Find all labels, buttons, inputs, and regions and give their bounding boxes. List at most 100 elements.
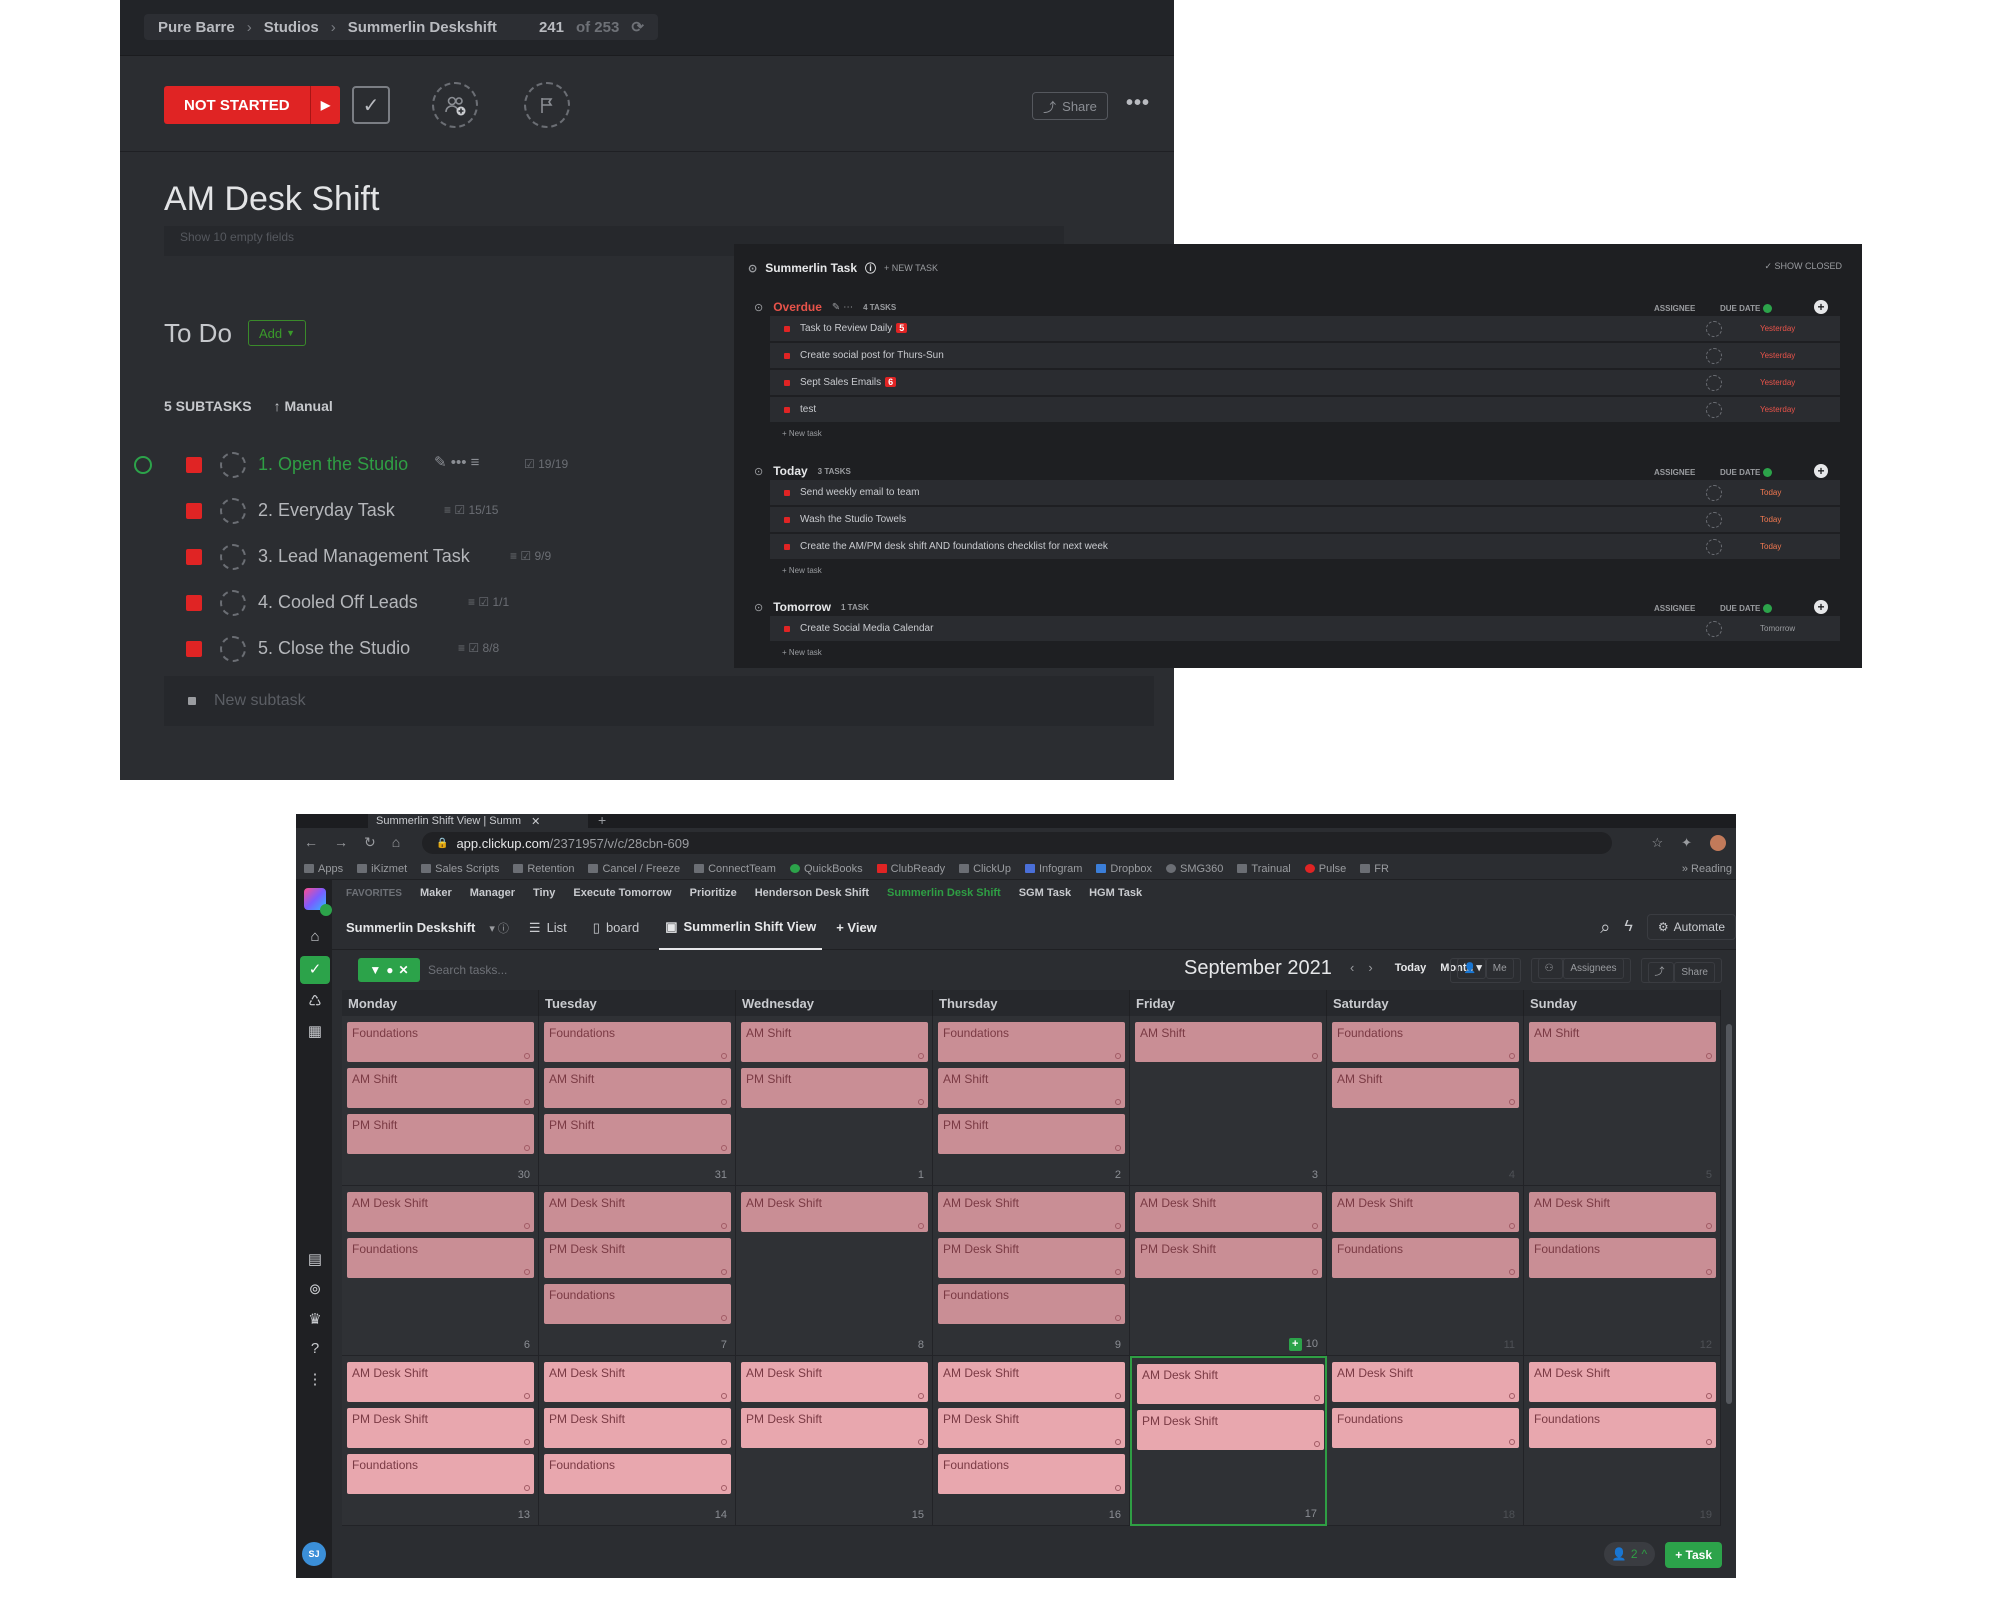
- due-date-column[interactable]: DUE DATE: [1720, 468, 1773, 478]
- favorite-item[interactable]: Manager: [469, 887, 515, 899]
- calendar-day-cell[interactable]: AM Desk Shift Foundations 18: [1327, 1356, 1524, 1526]
- assignee-avatar-icon[interactable]: [1706, 375, 1722, 391]
- calendar-event[interactable]: Foundations: [347, 1238, 534, 1278]
- status-square-icon[interactable]: [784, 407, 790, 413]
- calendar-event[interactable]: PM Desk Shift: [1137, 1410, 1324, 1450]
- calendar-day-cell[interactable]: AM Desk Shift Foundations 12: [1524, 1186, 1721, 1356]
- calendar-event[interactable]: AM Shift: [1529, 1022, 1716, 1062]
- calendar-day-cell[interactable]: AM Shift 3: [1130, 1016, 1327, 1186]
- due-date[interactable]: Yesterday: [1760, 351, 1796, 360]
- bookmark-item[interactable]: iKizmet: [357, 863, 407, 875]
- new-task-row[interactable]: + New task: [782, 648, 822, 657]
- new-subtask-input[interactable]: New subtask: [164, 676, 1154, 726]
- info-icon[interactable]: ⓘ: [865, 263, 877, 275]
- today-button[interactable]: Today: [1394, 961, 1427, 974]
- calendar-day-cell[interactable]: AM Desk Shift Foundations 6: [342, 1186, 539, 1356]
- assignee-column[interactable]: ASSIGNEE: [1654, 604, 1696, 613]
- share-button[interactable]: ⤴ Share: [1032, 92, 1108, 120]
- home-icon[interactable]: ⌂: [391, 834, 401, 850]
- bookmark-item[interactable]: Cancel / Freeze: [588, 863, 680, 875]
- due-date[interactable]: Today: [1760, 488, 1782, 497]
- calendar-event[interactable]: AM Shift: [741, 1022, 928, 1062]
- calendar-event[interactable]: AM Desk Shift: [741, 1192, 928, 1232]
- task-name[interactable]: Create the AM/PM desk shift AND foundati…: [800, 541, 1108, 552]
- status-square-icon[interactable]: [784, 544, 790, 550]
- subtask-name[interactable]: 2. Everyday Task: [258, 500, 395, 520]
- tab-list[interactable]: ☰ List: [523, 906, 573, 950]
- calendar-event[interactable]: PM Shift: [347, 1114, 534, 1154]
- bookmark-item[interactable]: ConnectTeam: [694, 863, 776, 875]
- help-icon[interactable]: ?: [310, 1340, 320, 1357]
- tab-board[interactable]: ▯ board: [587, 906, 645, 950]
- star-icon[interactable]: ☆: [1651, 835, 1664, 850]
- calendar-event[interactable]: Foundations: [938, 1022, 1125, 1062]
- task-row[interactable]: Create the AM/PM desk shift AND foundati…: [770, 534, 1840, 560]
- calendar-day-cell[interactable]: AM Desk Shift Foundations 19: [1524, 1356, 1721, 1526]
- calendar-event[interactable]: AM Desk Shift: [544, 1192, 731, 1232]
- breadcrumb-item[interactable]: Summerlin Deskshift: [347, 18, 497, 36]
- calendar-day-cell[interactable]: Foundations AM Shift 4: [1327, 1016, 1524, 1186]
- more-vertical-icon[interactable]: ⋮: [307, 1371, 323, 1388]
- clickup-logo[interactable]: [304, 888, 326, 910]
- calendar-event[interactable]: Foundations: [347, 1022, 534, 1062]
- task-name[interactable]: Create Social Media Calendar: [800, 623, 934, 634]
- status-square-icon[interactable]: [186, 457, 202, 473]
- assignee-column[interactable]: ASSIGNEE: [1654, 304, 1696, 313]
- assignees-filter[interactable]: ⚇ Assignees: [1530, 958, 1631, 983]
- notifications-icon[interactable]: ♺: [308, 993, 322, 1010]
- calendar-event[interactable]: PM Shift: [741, 1068, 928, 1108]
- new-task-row[interactable]: + New task: [782, 429, 822, 438]
- calendar-event[interactable]: AM Desk Shift: [347, 1192, 534, 1232]
- calendar-event[interactable]: PM Desk Shift: [1135, 1238, 1322, 1278]
- due-date[interactable]: Yesterday: [1760, 324, 1796, 333]
- tasks-icon[interactable]: ✓: [300, 956, 330, 984]
- calendar-event[interactable]: AM Desk Shift: [938, 1362, 1125, 1402]
- calendar-event[interactable]: AM Shift: [544, 1068, 731, 1108]
- users-pill[interactable]: 👤 2 ^: [1603, 1542, 1656, 1566]
- calendar-event[interactable]: PM Desk Shift: [938, 1408, 1125, 1448]
- calendar-day-cell[interactable]: AM Shift 5: [1524, 1016, 1721, 1186]
- new-task-button[interactable]: + NEW TASK: [884, 263, 938, 273]
- calendar-event[interactable]: AM Desk Shift: [938, 1192, 1125, 1232]
- calendar-event[interactable]: Foundations: [1332, 1238, 1519, 1278]
- subtask-name[interactable]: 4. Cooled Off Leads: [258, 592, 418, 612]
- favorite-item[interactable]: Maker: [419, 887, 452, 899]
- breadcrumb-item[interactable]: Studios: [263, 18, 319, 36]
- calendar-event[interactable]: PM Desk Shift: [741, 1408, 928, 1448]
- assignee-avatar-icon[interactable]: [220, 544, 246, 570]
- task-name[interactable]: Create social post for Thurs-Sun: [800, 350, 944, 361]
- assignee-avatar-icon[interactable]: [1706, 512, 1722, 528]
- assignee-avatar-icon[interactable]: [1706, 348, 1722, 364]
- status-square-icon[interactable]: [186, 641, 202, 657]
- calendar-event[interactable]: AM Desk Shift: [1332, 1192, 1519, 1232]
- calendar-event[interactable]: AM Desk Shift: [347, 1362, 534, 1402]
- calendar-event[interactable]: Foundations: [1332, 1408, 1519, 1448]
- add-event-icon[interactable]: +: [1288, 1338, 1302, 1351]
- calendar-day-cell[interactable]: AM Desk Shift PM Desk Shift Foundations 9: [933, 1186, 1130, 1356]
- bookmark-item[interactable]: Sales Scripts: [421, 863, 499, 875]
- calendar-event[interactable]: Foundations: [1332, 1022, 1519, 1062]
- close-icon[interactable]: ✕: [398, 963, 409, 977]
- status-button[interactable]: NOT STARTED ▶: [164, 86, 340, 124]
- back-icon[interactable]: ←: [304, 834, 318, 850]
- reading-list[interactable]: » Reading: [1682, 863, 1736, 875]
- calendar-event[interactable]: PM Desk Shift: [938, 1238, 1125, 1278]
- favorite-item-active[interactable]: Summerlin Desk Shift: [887, 887, 1001, 899]
- add-column-icon[interactable]: +: [1814, 464, 1828, 478]
- calendar-day-cell[interactable]: AM Desk Shift PM Desk Shift 17: [1130, 1356, 1327, 1526]
- assignee-avatar-icon[interactable]: [1706, 539, 1722, 555]
- next-month-icon[interactable]: ›: [1368, 960, 1373, 975]
- calendar-day-cell[interactable]: AM Desk Shift PM Desk Shift +10: [1130, 1186, 1327, 1356]
- task-row[interactable]: Sept Sales Emails 6 Yesterday: [770, 370, 1840, 396]
- due-date-column[interactable]: DUE DATE: [1720, 604, 1773, 614]
- due-date[interactable]: Today: [1760, 515, 1782, 524]
- bookmark-item[interactable]: Pulse: [1304, 863, 1346, 875]
- favorite-item[interactable]: SGM Task: [1018, 887, 1072, 899]
- add-view-button[interactable]: + View: [836, 920, 877, 935]
- subtask-actions-icon[interactable]: ✎ ••• ≡: [434, 454, 480, 471]
- calendar-event[interactable]: AM Shift: [938, 1068, 1125, 1108]
- favorite-item[interactable]: Tiny: [532, 887, 556, 899]
- due-date[interactable]: Today: [1760, 542, 1782, 551]
- task-row[interactable]: Wash the Studio Towels Today: [770, 507, 1840, 533]
- calendar-day-cell[interactable]: Foundations AM Shift PM Shift 30: [342, 1016, 539, 1186]
